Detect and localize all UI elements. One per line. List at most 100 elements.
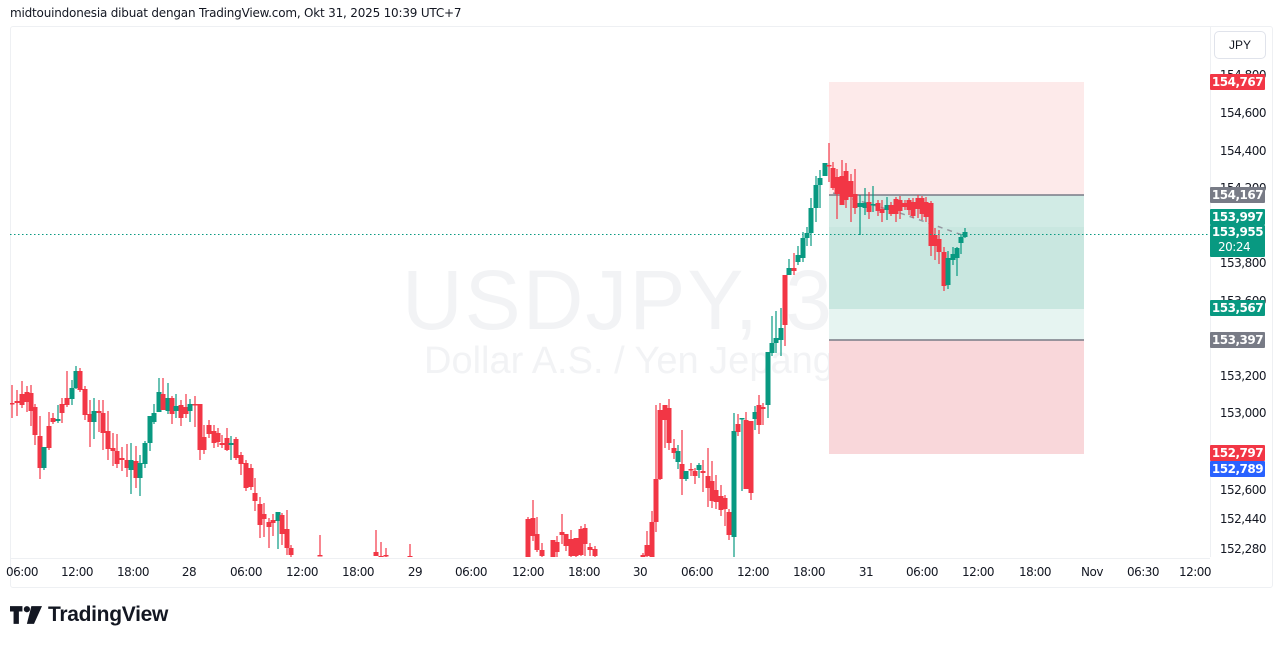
candle-down (587, 547, 593, 550)
candle-down (10, 403, 15, 405)
time-tick: 12:00 (1178, 565, 1212, 579)
time-tick: 18:00 (792, 565, 826, 579)
price-tick: 154,400 (1219, 144, 1267, 158)
time-tick: 12:00 (736, 565, 770, 579)
candle-down (640, 555, 646, 557)
candle-down (261, 514, 267, 519)
candle-down (257, 504, 263, 525)
candle-down (563, 534, 569, 546)
candle-up (156, 392, 162, 412)
time-tick: 06:00 (905, 565, 939, 579)
candle-down (87, 414, 93, 422)
candle-up (822, 163, 828, 176)
candle-down (201, 437, 207, 450)
lower-line-price-label: 153,397 (1210, 332, 1265, 348)
candle-up (675, 451, 681, 462)
candle-down (923, 202, 929, 217)
candle-down (383, 555, 389, 557)
candle-down (782, 275, 788, 325)
time-tick: 29 (407, 565, 423, 579)
candle-up (173, 406, 179, 411)
candle-up (147, 416, 153, 443)
candle-up (739, 418, 745, 420)
candle-down (284, 529, 290, 548)
candle-down (834, 177, 840, 194)
time-tick: 12:00 (961, 565, 995, 579)
time-tick: 12:00 (60, 565, 94, 579)
time-tick: 06:00 (680, 565, 714, 579)
time-axis[interactable]: 06:00 12:00 18:00 28 06:00 12:00 18:00 29 06:00 1… (6, 558, 1212, 587)
candle-down (534, 534, 540, 550)
time-tick: 12:00 (511, 565, 545, 579)
candle-down (671, 448, 677, 453)
candle-down (530, 518, 536, 536)
candle-down (928, 203, 934, 246)
candle-up (187, 404, 193, 411)
candle-down (178, 405, 184, 418)
candle-down (59, 404, 65, 413)
last-price-value: 153,955 (1211, 225, 1264, 239)
time-tick: 06:30 (1126, 565, 1160, 579)
candle-down (573, 538, 579, 556)
candle-down (568, 539, 574, 556)
candle-down (233, 439, 239, 458)
candle-up (228, 443, 234, 445)
currency-button[interactable]: JPY (1214, 31, 1266, 59)
candlestick-chart[interactable] (10, 27, 1210, 557)
candle-down (407, 556, 413, 557)
candle-down (252, 493, 258, 501)
candle-down (848, 181, 854, 197)
tradingview-logo[interactable]: TradingView (10, 603, 168, 627)
candle-down (578, 529, 584, 555)
candle-down (288, 548, 294, 555)
candle-down (941, 252, 947, 286)
time-tick: 31 (858, 565, 874, 579)
stop-level-label: 153,567 (1210, 300, 1265, 316)
candle-down (206, 425, 212, 434)
candle-down (910, 202, 916, 216)
candle-down (28, 393, 34, 411)
price-tick: 152,440 (1219, 512, 1267, 526)
time-tick: 06:00 (5, 565, 39, 579)
candle-up (862, 203, 868, 208)
chart-pane[interactable]: USDJPY, 30 Dollar A.S. / Yen Jepang (10, 27, 1210, 557)
candle-down (839, 176, 845, 205)
candle-down (662, 405, 668, 420)
candle-down (843, 171, 849, 200)
price-tick: 154,600 (1219, 106, 1267, 120)
candle-up (857, 203, 863, 207)
price-tick: 152,280 (1219, 542, 1267, 556)
candle-down (791, 268, 797, 271)
candle-down (906, 200, 912, 210)
candle-down (114, 451, 120, 464)
candle-down (692, 471, 698, 476)
stop-loss-price-label: 152,797 (1210, 445, 1265, 461)
candle-down (919, 198, 925, 214)
candle-up (884, 205, 890, 210)
price-axis[interactable]: 154,800154,600154,400154,200153,800153,6… (1210, 27, 1272, 557)
candle-down (238, 455, 244, 464)
candle-up (773, 338, 779, 343)
candle-down (743, 420, 749, 489)
candle-up (91, 411, 97, 422)
time-tick: Nov (1081, 565, 1103, 579)
candle-down (77, 371, 83, 390)
time-tick: 18:00 (341, 565, 375, 579)
candle-down (649, 522, 655, 557)
candle-down (705, 476, 711, 488)
price-tick: 153,800 (1219, 256, 1267, 270)
take-profit-price-label: 154,767 (1210, 74, 1265, 90)
candle-down (688, 469, 694, 471)
candle-down (100, 413, 106, 433)
candle-down (270, 520, 276, 523)
candle-up (69, 388, 75, 399)
buffer-zone (829, 309, 1084, 340)
candle-down (875, 203, 881, 211)
candle-down (756, 405, 762, 425)
candle-down (243, 463, 249, 488)
candle-down (879, 209, 885, 213)
candle-down (82, 389, 88, 415)
candle-up (800, 238, 806, 258)
candle-up (786, 268, 792, 275)
candle-down (215, 433, 221, 442)
